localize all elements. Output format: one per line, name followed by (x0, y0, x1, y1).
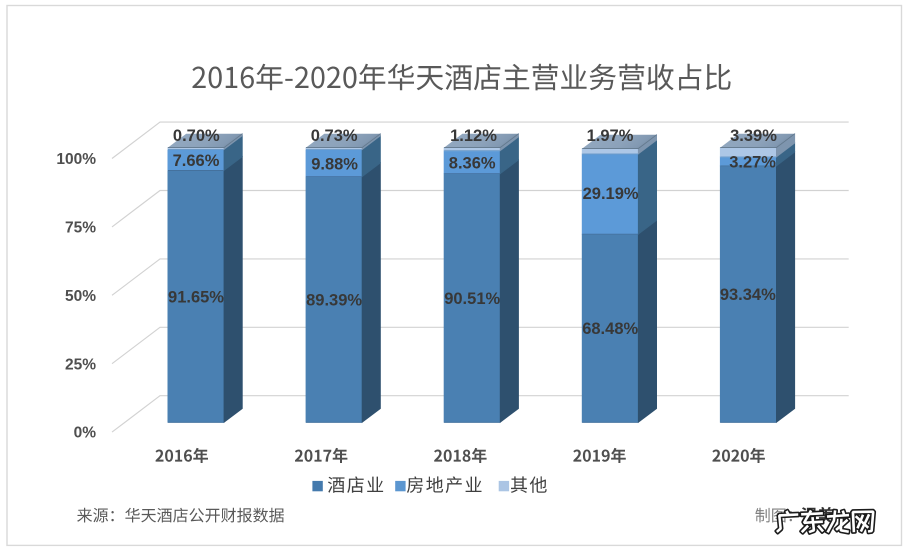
svg-text:0.73%: 0.73% (311, 127, 358, 145)
svg-text:93.34%: 93.34% (720, 286, 776, 304)
svg-text:0%: 0% (74, 425, 97, 442)
svg-text:8.36%: 8.36% (449, 154, 496, 172)
svg-text:75%: 75% (65, 220, 96, 237)
svg-text:100%: 100% (56, 151, 96, 168)
svg-text:68.48%: 68.48% (582, 320, 638, 338)
svg-text:7.66%: 7.66% (173, 152, 220, 170)
svg-text:29.19%: 29.19% (583, 185, 639, 203)
svg-text:89.39%: 89.39% (306, 292, 362, 310)
svg-text:50%: 50% (65, 288, 96, 305)
svg-text:25%: 25% (65, 356, 96, 373)
svg-text:3.39%: 3.39% (730, 127, 777, 145)
svg-text:0.70%: 0.70% (173, 127, 220, 145)
svg-text:90.51%: 90.51% (444, 290, 500, 308)
svg-text:1.12%: 1.12% (450, 127, 497, 145)
svg-text:3.27%: 3.27% (729, 154, 776, 172)
svg-text:91.65%: 91.65% (168, 288, 224, 306)
svg-text:9.88%: 9.88% (311, 156, 358, 174)
svg-text:1.97%: 1.97% (587, 127, 634, 145)
